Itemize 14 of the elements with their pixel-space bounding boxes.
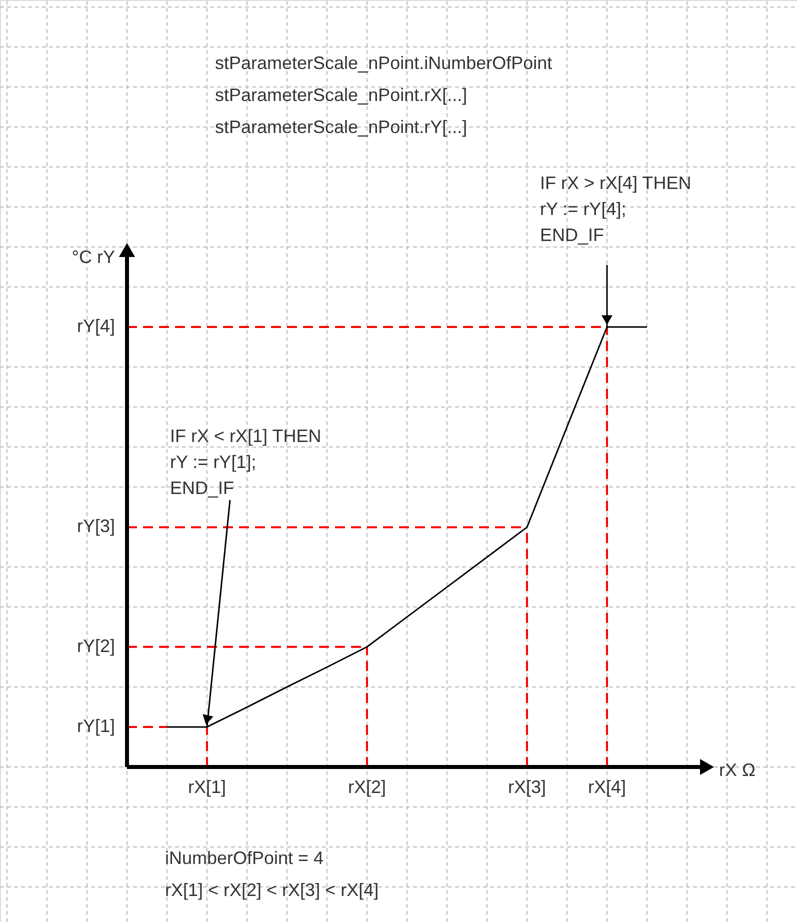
y-axis-title: °C rY: [72, 247, 115, 267]
text: stParameterScale_nPoint.iNumberOfPoint stParameterScale_nPoint.rX[...] stParameterScale_nPoint.rY[...]: [215, 53, 552, 137]
x-axis-title: rX Ω: [719, 760, 756, 780]
ref-line-label: rY[1]: [76, 716, 115, 736]
ref-line-label: rY[3]: [76, 516, 115, 536]
x-tick-label: rX[1]: [188, 777, 226, 797]
ref-line-label: rY[2]: [76, 636, 115, 656]
ref-line-label: rY[4]: [76, 316, 115, 336]
annotation: IF rX > rX[4] THEN rY := rY[4]; END_IF: [540, 173, 692, 245]
text: iNumberOfPoint = 4 rX[1] < rX[2] < rX[3] < rX[4]: [165, 848, 379, 900]
x-tick-label: rX[4]: [588, 777, 626, 797]
annotation: IF rX < rX[1] THEN rY := rY[1]; END_IF: [170, 426, 322, 498]
x-tick-label: rX[2]: [348, 777, 386, 797]
x-tick-label: rX[3]: [508, 777, 546, 797]
